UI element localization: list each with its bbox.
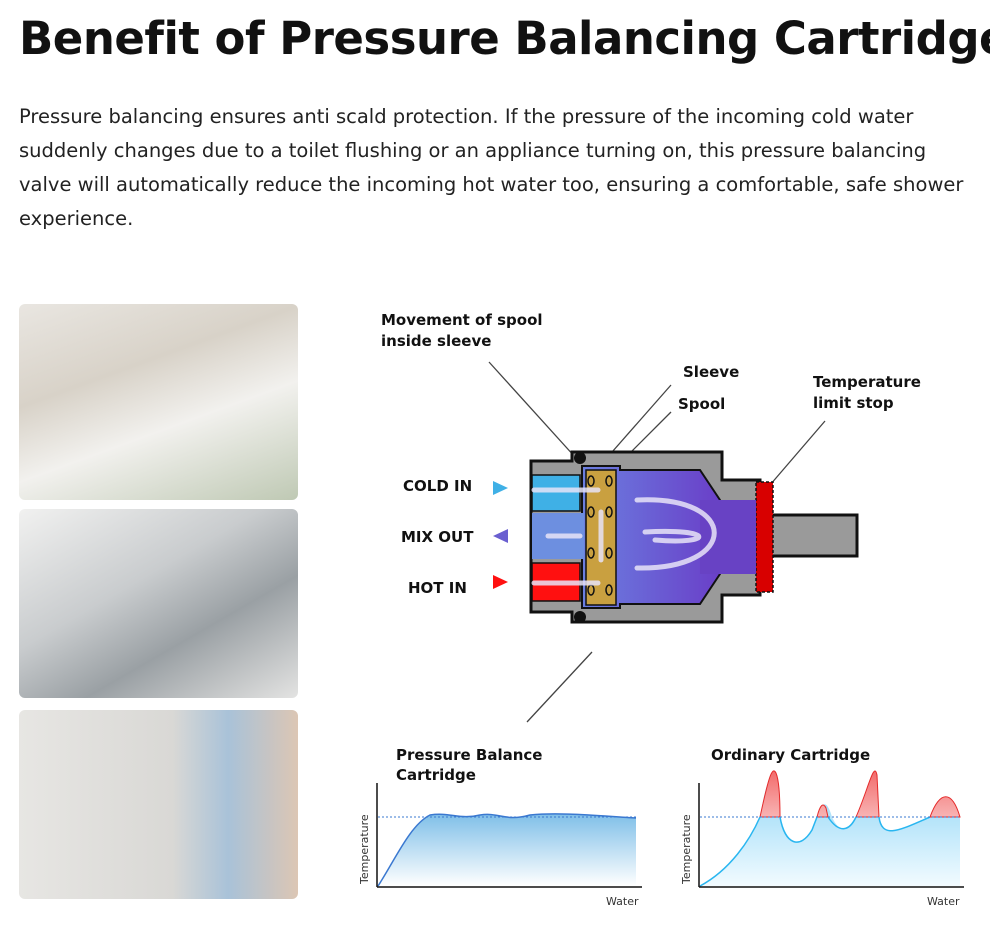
chart1-xlabel: Water [606, 895, 639, 908]
chart1-area [378, 813, 636, 886]
chart2-area [700, 776, 960, 886]
mix-out-arrow-icon [493, 529, 508, 543]
page-title: Benefit of Pressure Balancing Cartridge [19, 12, 990, 65]
cartridge-illustration [529, 450, 859, 624]
callout-movement-line1: Movement of spool [381, 311, 543, 329]
callout-temp-line2: limit stop [813, 394, 894, 412]
chart1-title-line1: Pressure Balance [396, 746, 542, 764]
chart2-line [699, 816, 931, 887]
callout-spool: Spool [678, 395, 725, 413]
chart1-line [377, 813, 637, 887]
callout-temp-line1: Temperature [813, 373, 921, 391]
washing-machine-photo [19, 710, 298, 899]
cold-in-channel [531, 474, 581, 512]
label-mix-out: MIX OUT [401, 528, 474, 546]
pressure-balance-chart: Pressure Balance Cartridge Temperature W… [358, 746, 642, 908]
cold-in-arrow-icon [493, 481, 508, 495]
temperature-limit-stop [755, 481, 774, 593]
chart2-title-line1: Ordinary Cartridge [711, 746, 870, 764]
label-hot-in: HOT IN [408, 579, 467, 597]
callout-sleeve: Sleeve [683, 363, 739, 381]
chart1-title-line2: Cartridge [396, 766, 476, 784]
label-cold-in: COLD IN [403, 477, 472, 495]
chart2-overshoot-areas [759, 770, 961, 818]
chart2-xlabel: Water [927, 895, 960, 908]
chart2-ylabel: Temperature [680, 814, 693, 885]
callout-movement-line2: inside sleeve [381, 332, 491, 350]
kitchen-sink-photo [19, 509, 298, 698]
chart1-ylabel: Temperature [358, 814, 371, 885]
hand-washing-photo [19, 304, 298, 500]
ordinary-cartridge-chart: Ordinary Cartridge Temperature Water [680, 746, 964, 908]
hot-in-arrow-icon [493, 575, 508, 589]
intro-paragraph: Pressure balancing ensures anti scald pr… [19, 105, 964, 230]
